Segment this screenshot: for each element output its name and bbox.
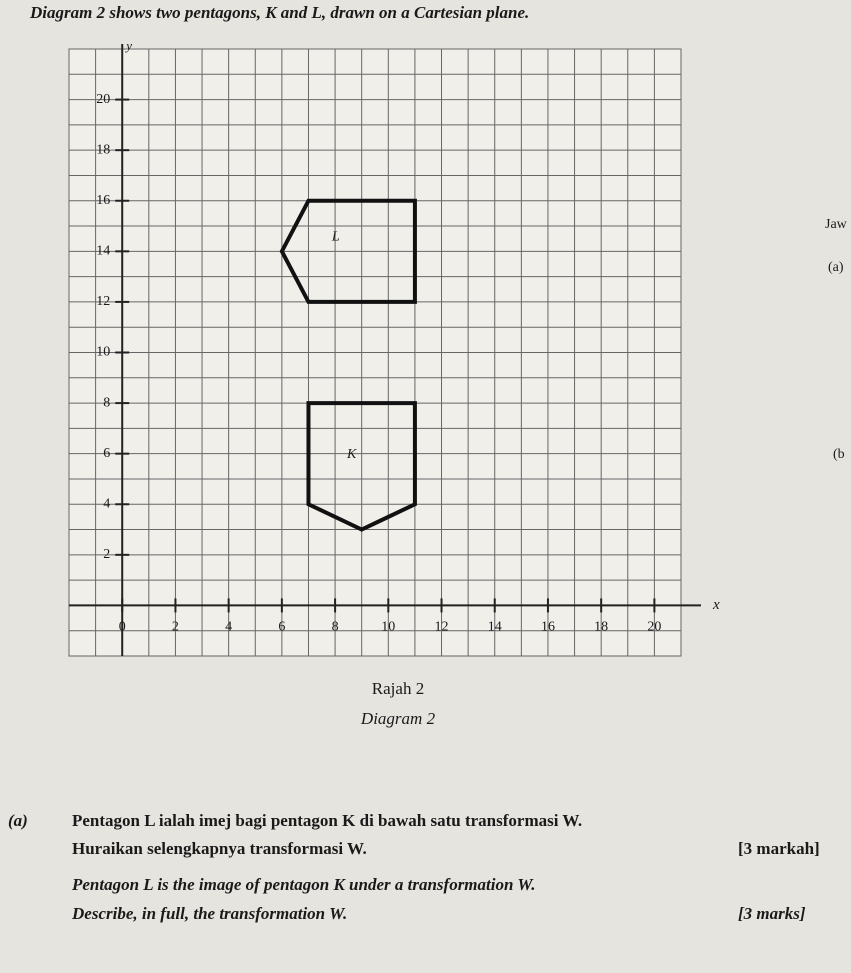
y-tick-label: 14 xyxy=(96,244,110,259)
caption: Rajah 2 xyxy=(372,679,424,698)
question-text: Pentagon L ialah imej bagi pentagon K di… xyxy=(72,811,582,830)
axis-label: x xyxy=(712,597,720,613)
x-tick-label: 2 xyxy=(172,620,179,635)
question-text: Pentagon L is the image of pentagon K un… xyxy=(71,875,535,894)
y-tick-label: 10 xyxy=(96,345,110,360)
y-tick-label: 20 xyxy=(96,92,110,107)
margin-note: (a) xyxy=(828,260,844,275)
margin-note: (b xyxy=(833,447,845,462)
margin-note: Jaw xyxy=(825,217,848,232)
question-text: Describe, in full, the transformation W. xyxy=(71,904,347,923)
x-tick-label: 8 xyxy=(332,620,339,635)
marks: [3 markah] xyxy=(738,839,820,858)
y-tick-label: 16 xyxy=(96,193,110,208)
x-tick-label: 14 xyxy=(488,620,502,635)
caption: Diagram 2 xyxy=(360,709,436,728)
x-tick-label: 0 xyxy=(119,620,126,635)
shape-label: K xyxy=(346,447,357,462)
y-tick-label: 8 xyxy=(103,395,110,410)
pentagon xyxy=(279,198,417,304)
question-text: Huraikan selengkapnya transformasi W. xyxy=(72,839,367,858)
header-title: Diagram 2 shows two pentagons, K and L, … xyxy=(29,3,529,22)
y-tick-label: 6 xyxy=(103,446,110,461)
x-tick-label: 6 xyxy=(278,620,285,635)
shape-label: L xyxy=(331,230,340,245)
y-tick-label: 18 xyxy=(96,142,110,157)
x-tick-label: 20 xyxy=(647,620,661,635)
y-tick-label: 4 xyxy=(103,496,110,511)
question-number: (a) xyxy=(8,811,28,830)
x-tick-label: 4 xyxy=(225,620,232,635)
axis-label: y xyxy=(124,38,132,53)
y-tick-label: 12 xyxy=(96,294,110,309)
x-tick-label: 12 xyxy=(435,620,449,635)
pentagon xyxy=(306,401,417,532)
marks: [3 marks] xyxy=(738,904,806,923)
x-tick-label: 10 xyxy=(381,620,395,635)
y-tick-label: 2 xyxy=(103,547,110,562)
diagram: x y 0 2 4 6 8 10 12 14 16 18 20 2 4 6 8 10 12 14 16 18 20 L K xyxy=(68,38,720,657)
x-tick-label: 18 xyxy=(594,620,608,635)
x-tick-label: 16 xyxy=(541,620,555,635)
